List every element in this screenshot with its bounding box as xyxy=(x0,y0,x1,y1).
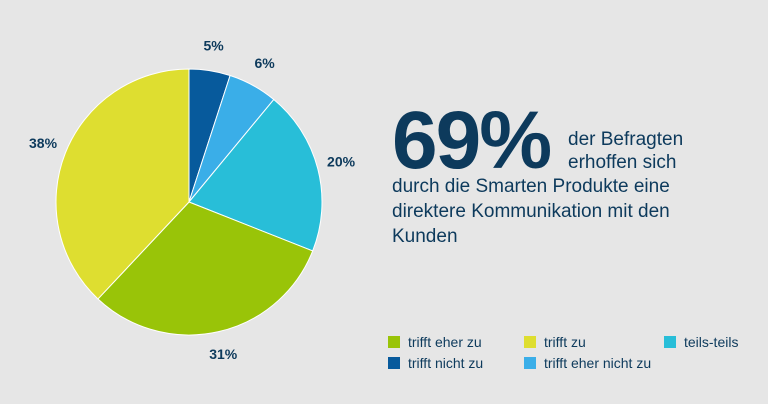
legend-label: trifft eher nicht zu xyxy=(544,355,652,371)
pie-label-trifft-eher-zu: 31% xyxy=(209,346,238,362)
pie-label-trifft-eher-nicht-zu: 6% xyxy=(255,55,276,71)
headline-right-line-1: der Befragten xyxy=(568,129,684,150)
pie-slice-teils-teils xyxy=(188,98,323,252)
headline-right-line-2: erhoffen sich xyxy=(568,152,677,173)
legend-label: teils-teils xyxy=(684,334,739,350)
legend-swatch xyxy=(388,336,400,348)
legend-label: trifft zu xyxy=(544,334,586,350)
pie-label-trifft-nicht-zu: 5% xyxy=(203,38,224,54)
legend-item-teils-teils: teils-teils xyxy=(664,334,738,350)
headline-number: 69% xyxy=(392,95,552,186)
legend-swatch xyxy=(524,336,536,348)
headline-bottom-text: durch die Smarten Produkte eine direkter… xyxy=(392,176,670,247)
legend-swatch xyxy=(664,336,676,348)
pie-slice-trifft-eher-zu xyxy=(97,201,314,336)
legend-item-trifft-eher-nicht-zu: trifft eher nicht zu xyxy=(524,355,651,371)
pie-label-trifft-zu: 38% xyxy=(29,135,58,151)
pie-label-teils-teils: 20% xyxy=(327,154,356,170)
legend-swatch xyxy=(524,357,536,369)
legend-swatch xyxy=(388,357,400,369)
pie-slices xyxy=(55,68,323,336)
legend-label: trifft eher zu xyxy=(408,334,482,350)
legend-item-trifft-zu: trifft zu xyxy=(524,334,586,350)
legend-item-trifft-eher-zu: trifft eher zu xyxy=(388,334,482,350)
pie-slice-trifft-zu xyxy=(55,68,190,300)
headline-right-text: der Befragten erhoffen sich xyxy=(568,128,683,174)
pie-slice-labels: 5% 6% 20% 31% 38% xyxy=(29,38,356,362)
legend-item-trifft-nicht-zu: trifft nicht zu xyxy=(388,355,483,371)
legend-label: trifft nicht zu xyxy=(408,355,484,371)
